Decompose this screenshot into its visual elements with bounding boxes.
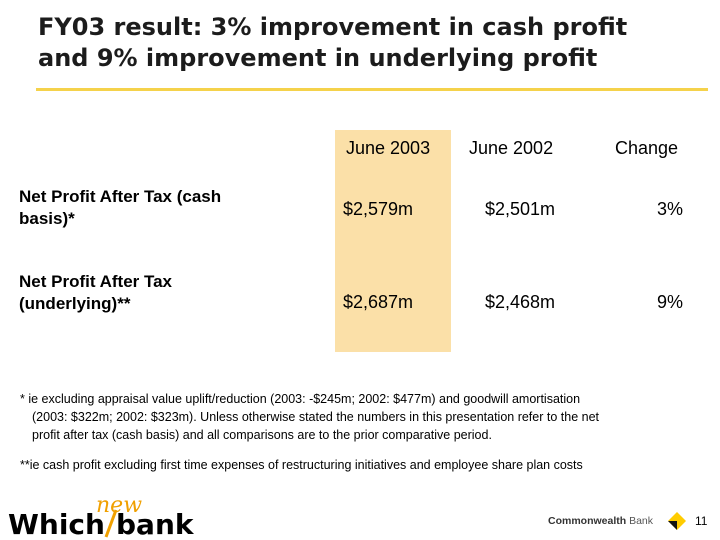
row-label-line: basis)* <box>19 209 75 228</box>
page-title-line-1: FY03 result: 3% improvement in cash prof… <box>38 13 628 41</box>
row-label-cash-basis: Net Profit After Tax (cash basis)* <box>19 186 279 230</box>
column-header-june-2002: June 2002 <box>469 138 554 158</box>
cell-cash-june-2002: $2,501m <box>485 199 556 219</box>
row-label-line: (underlying)** <box>19 294 131 313</box>
footnote-line: * ie excluding appraisal value uplift/re… <box>20 392 581 406</box>
commonwealth-diamond-icon <box>668 512 686 530</box>
brand-name: Commonwealth <box>548 515 627 527</box>
cell-underlying-june-2003: $2,687m <box>343 292 414 312</box>
row-label-line: Net Profit After Tax (cash <box>19 187 222 206</box>
brand-suffix: Bank <box>629 515 654 527</box>
title-underline <box>36 88 708 91</box>
logo-slash <box>104 509 118 538</box>
june-2003-column-highlight <box>335 130 451 352</box>
column-header-change: Change <box>615 138 679 158</box>
column-header-june-2003: June 2003 <box>346 138 431 158</box>
logo-bank-text: bank <box>116 508 195 538</box>
footnote-line: (2003: $322m; 2002: $323m). Unless other… <box>32 410 599 424</box>
page-title: FY03 result: 3% improvement in cash prof… <box>38 12 698 74</box>
footnote-underlying: **ie cash profit excluding first time ex… <box>20 458 583 472</box>
cell-underlying-june-2002: $2,468m <box>485 292 556 312</box>
cell-cash-change: 3% <box>657 199 684 219</box>
commonwealth-bank-wordmark: Commonwealth Bank <box>548 515 653 527</box>
cell-cash-june-2003: $2,579m <box>343 199 414 219</box>
row-label-underlying: Net Profit After Tax (underlying)** <box>19 271 279 315</box>
logo-new-text: new <box>96 493 142 518</box>
page-number: 11 <box>695 514 708 528</box>
cell-underlying-change: 9% <box>657 292 684 312</box>
page-title-line-2: and 9% improvement in underlying profit <box>38 44 598 72</box>
footnote-cash-basis: * ie excluding appraisal value uplift/re… <box>20 390 700 444</box>
commonwealth-bank-logo: Commonwealth Bank <box>548 512 688 532</box>
logo-which-text: Which <box>8 508 105 538</box>
row-label-line: Net Profit After Tax <box>19 272 173 291</box>
which-new-bank-logo: new Which bank <box>8 493 195 538</box>
footnote-line: profit after tax (cash basis) and all co… <box>32 428 492 442</box>
